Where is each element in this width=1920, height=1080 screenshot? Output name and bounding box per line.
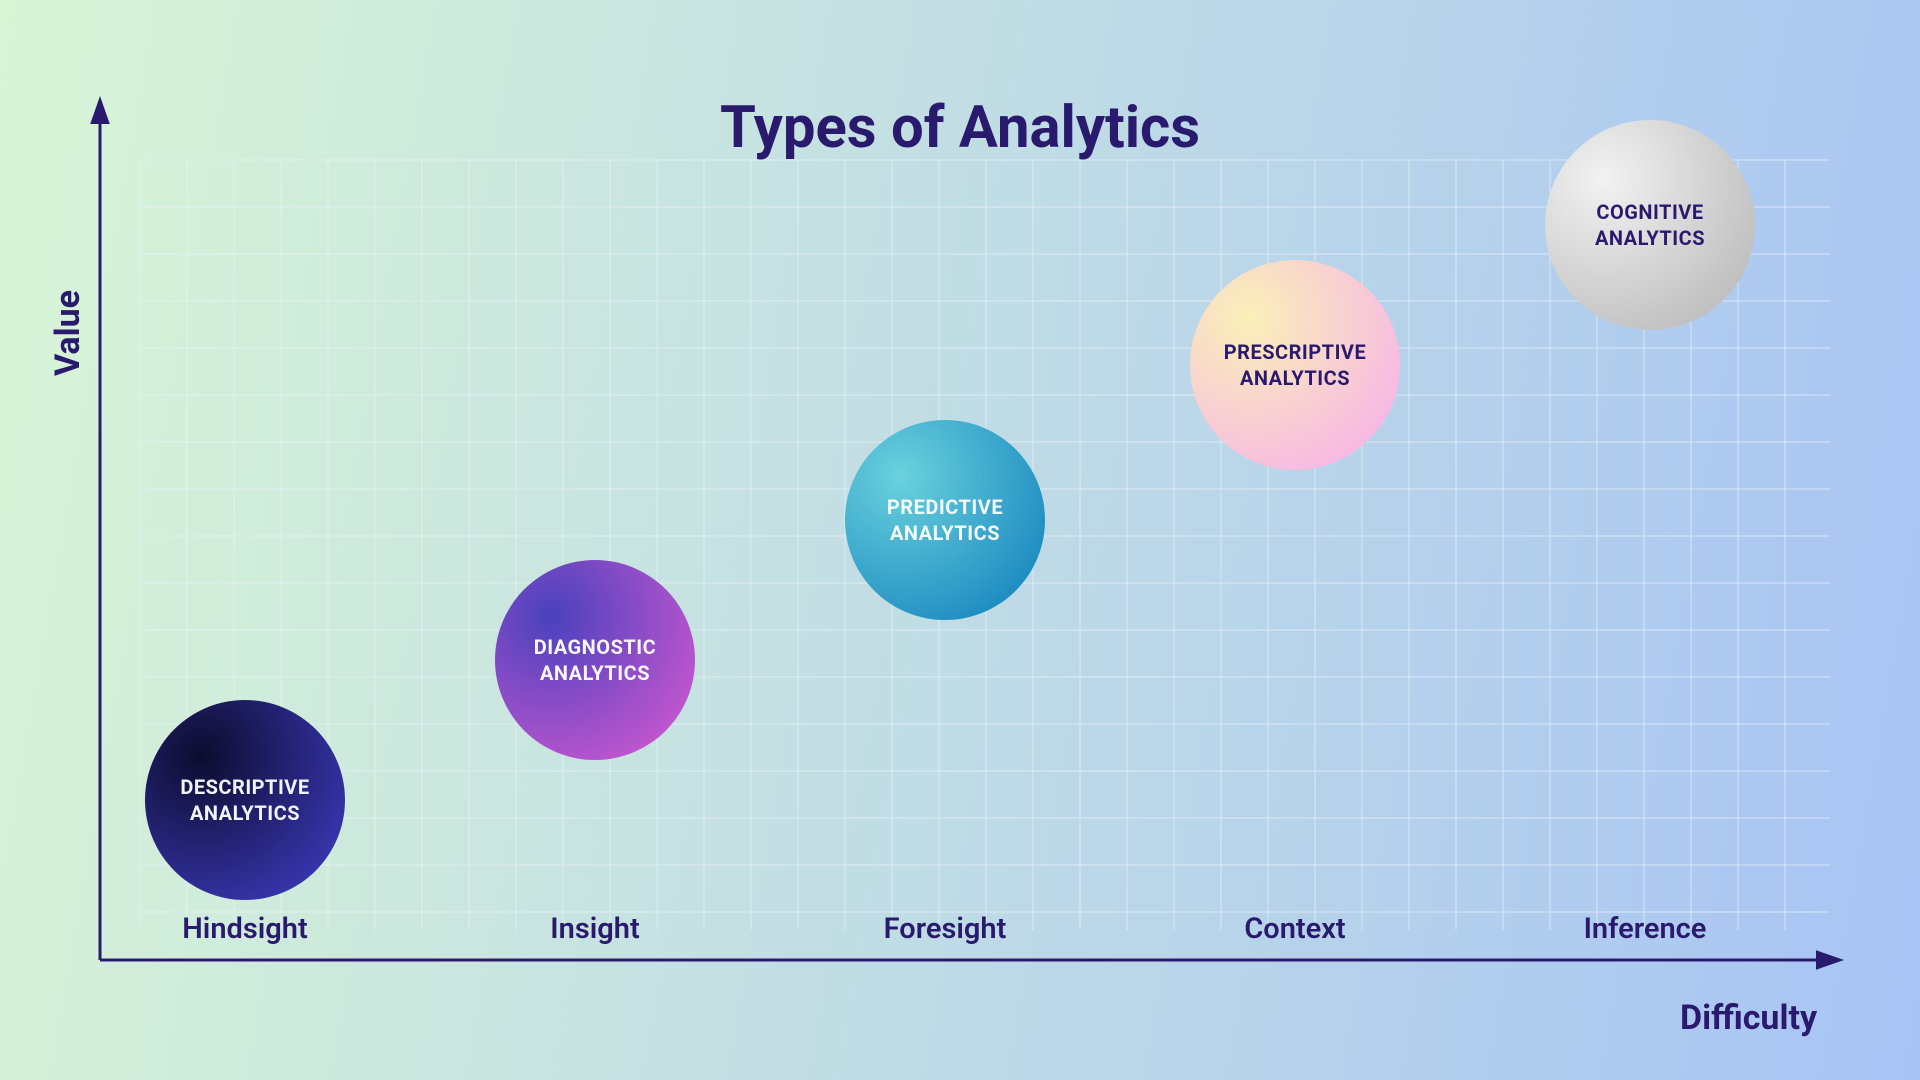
bubble-label-line: ANALYTICS	[534, 660, 656, 686]
y-axis-label: Value	[48, 290, 88, 376]
bubble-label: PRESCRIPTIVEANALYTICS	[1224, 339, 1366, 391]
bubble-label-line: ANALYTICS	[887, 520, 1003, 546]
bubble-label-line: PREDICTIVE	[887, 494, 1003, 520]
x-tick-label: Insight	[550, 912, 639, 946]
bubble-label-line: COGNITIVE	[1595, 199, 1705, 225]
bubble-label: PREDICTIVEANALYTICS	[887, 494, 1003, 546]
bubble-label-line: ANALYTICS	[180, 800, 309, 826]
x-axis-label: Difficulty	[1680, 998, 1817, 1038]
bubble-predictive: PREDICTIVEANALYTICS	[845, 420, 1045, 620]
x-tick-label: Context	[1244, 912, 1345, 946]
bubble-label-line: ANALYTICS	[1224, 365, 1366, 391]
bubble-diagnostic: DIAGNOSTICANALYTICS	[495, 560, 695, 760]
bubble-descriptive: DESCRIPTIVEANALYTICS	[145, 700, 345, 900]
bubble-label-line: PRESCRIPTIVE	[1224, 339, 1366, 365]
bubble-label: DIAGNOSTICANALYTICS	[534, 634, 656, 686]
bubble-label: DESCRIPTIVEANALYTICS	[180, 774, 309, 826]
bubble-label-line: ANALYTICS	[1595, 225, 1705, 251]
x-tick-label: Inference	[1584, 912, 1707, 946]
bubble-label: COGNITIVEANALYTICS	[1595, 199, 1705, 251]
bubble-label-line: DESCRIPTIVE	[180, 774, 309, 800]
x-tick-label: Foresight	[884, 912, 1007, 946]
bubble-label-line: DIAGNOSTIC	[534, 634, 656, 660]
chart-title: Types of Analytics	[720, 94, 1200, 162]
bubble-prescriptive: PRESCRIPTIVEANALYTICS	[1190, 260, 1400, 470]
bubble-cognitive: COGNITIVEANALYTICS	[1545, 120, 1755, 330]
x-tick-label: Hindsight	[182, 912, 307, 946]
